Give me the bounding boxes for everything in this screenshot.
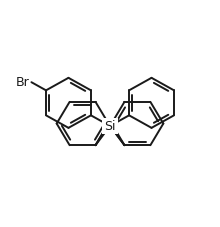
Text: Si: Si	[104, 120, 116, 133]
Text: Br: Br	[16, 75, 29, 88]
